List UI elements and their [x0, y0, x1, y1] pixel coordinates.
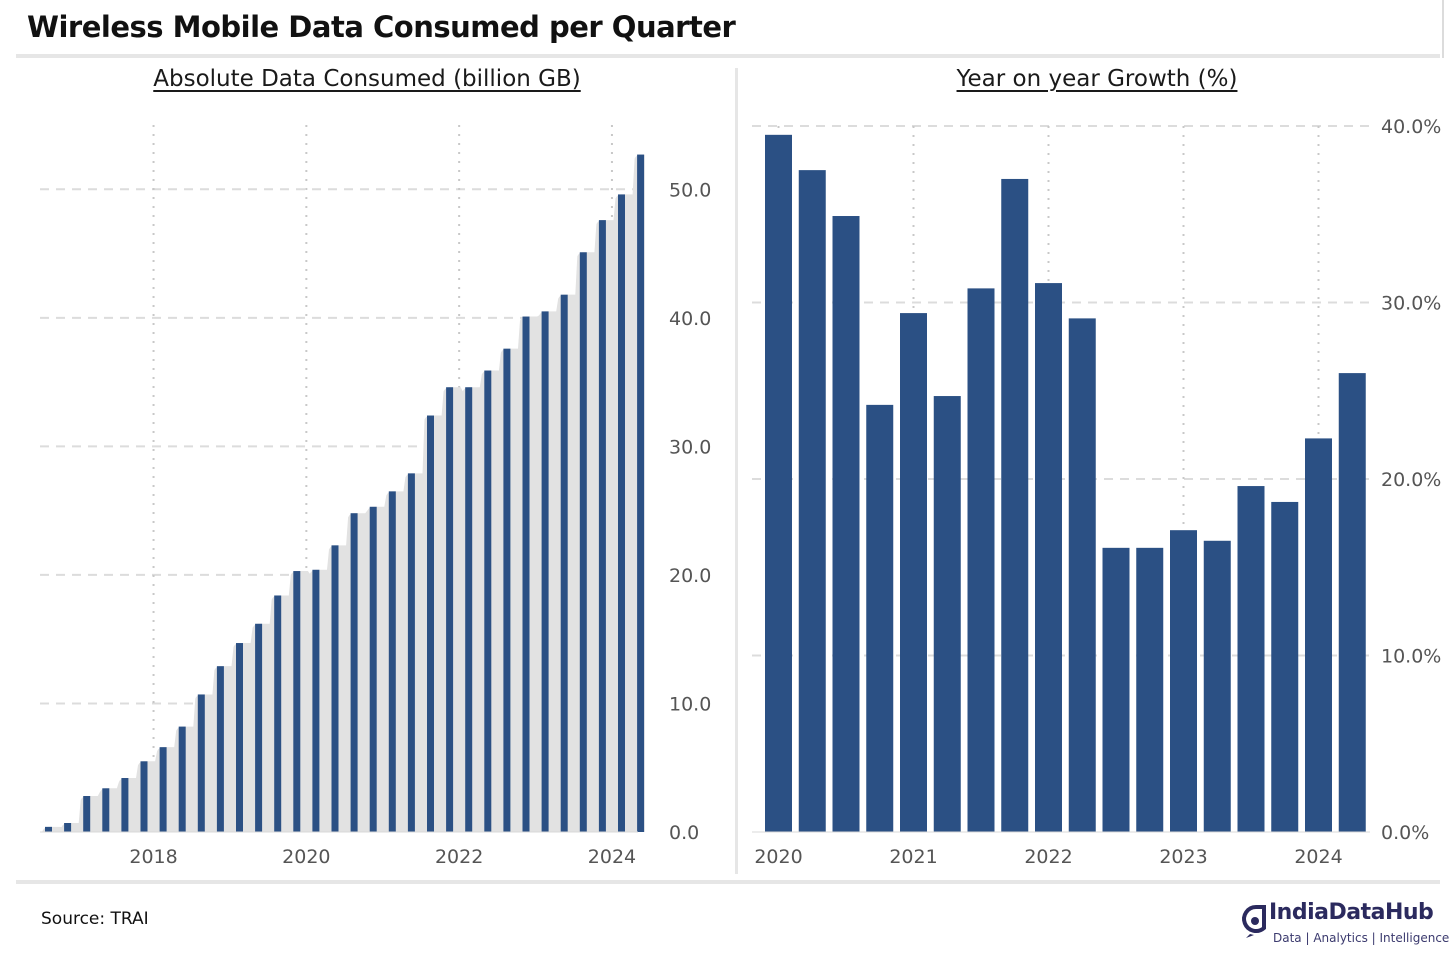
right-rule: [1442, 0, 1444, 58]
bar: [900, 313, 927, 833]
bottom-rule: [16, 880, 1440, 884]
x-tick-label: 2020: [282, 846, 330, 868]
bar: [637, 154, 645, 833]
bar: [798, 170, 826, 832]
bar: [1102, 547, 1130, 832]
bar: [293, 571, 301, 832]
bar: [522, 316, 530, 832]
bar: [598, 220, 606, 832]
y-tick-label: 30.0: [669, 436, 711, 458]
bar: [312, 569, 320, 832]
bar: [541, 311, 549, 833]
source-note: Source: TRAI: [41, 909, 149, 929]
bar: [121, 778, 129, 832]
top-rule: [16, 54, 1440, 58]
bar: [236, 643, 243, 832]
bar: [255, 623, 263, 832]
bar: [388, 491, 396, 832]
bar: [407, 473, 415, 832]
y-tick-label: 20.0: [669, 565, 711, 587]
bar: [45, 826, 52, 832]
yoy-growth-chart: 0.0% 10.0% 20.0% 30.0% 40.0% 2020 2021 2022 2023…: [752, 116, 1441, 868]
page-title: Wireless Mobile Data Consumed per Quarte…: [27, 10, 736, 44]
x-tick-label: 2024: [588, 846, 636, 868]
bar: [64, 823, 72, 832]
bar: [933, 396, 961, 832]
background-area: [42, 154, 652, 833]
x-tick-label: 2022: [1024, 846, 1072, 868]
bar: [1237, 486, 1265, 832]
bar: [274, 595, 282, 832]
absolute-data-chart: 0.0 10.0 20.0 30.0 40.0 50.0 2018 2020 2022 2024: [40, 125, 711, 868]
bar: [1271, 501, 1299, 832]
y-tick-label: 50.0: [669, 179, 711, 201]
logo-mark-icon: [1242, 905, 1266, 938]
x-tick-label: 2018: [129, 846, 177, 868]
bar: [140, 761, 148, 832]
x-tick-label: 2023: [1159, 846, 1207, 868]
y-tick-label: 10.0: [669, 693, 711, 715]
right-chart-title: Year on year Growth (%): [956, 66, 1238, 92]
bar: [159, 747, 167, 832]
left-chart-title: Absolute Data Consumed (billion GB): [153, 66, 581, 92]
bar: [1170, 530, 1197, 832]
y-tick-label: 30.0%: [1381, 293, 1441, 315]
logo-tagline: Data | Analytics | Intelligence: [1273, 931, 1450, 945]
bar: [503, 348, 511, 832]
bar: [446, 387, 454, 832]
bar: [1136, 547, 1164, 832]
logo-name: IndiaDataHub: [1269, 900, 1434, 925]
bar: [102, 788, 110, 832]
brand-logo[interactable]: IndiaDataHub Data | Analytics | Intellig…: [1240, 900, 1450, 950]
bar: [1203, 540, 1231, 832]
bar: [1338, 373, 1366, 832]
bar: [560, 294, 568, 832]
y-tick-label: 20.0%: [1381, 469, 1441, 491]
bar: [967, 288, 995, 832]
bar: [178, 726, 186, 832]
bar: [331, 545, 339, 832]
bar: [369, 506, 377, 832]
bar: [618, 194, 625, 832]
y-tick-label: 0.0%: [1381, 822, 1429, 844]
x-tick-label: 2024: [1294, 846, 1342, 868]
bar: [465, 387, 473, 832]
y-tick-label: 40.0: [669, 308, 711, 330]
bar: [1001, 178, 1029, 832]
bar: [1068, 318, 1096, 832]
panel-divider: [735, 68, 738, 874]
bar: [484, 370, 492, 832]
bar: [579, 252, 587, 832]
y-tick-label: 10.0%: [1381, 646, 1441, 668]
bar: [350, 513, 358, 832]
bar: [216, 666, 224, 832]
bar: [832, 216, 860, 832]
bar: [765, 134, 792, 832]
bar: [83, 796, 91, 832]
bar: [1305, 438, 1332, 832]
x-tick-label: 2021: [889, 846, 937, 868]
bar: [1035, 283, 1062, 833]
bar: [197, 694, 205, 832]
y-tick-label: 40.0%: [1381, 116, 1441, 138]
x-tick-label: 2020: [754, 846, 802, 868]
bar: [866, 404, 894, 832]
y-tick-label: 0.0: [669, 822, 699, 844]
x-tick-label: 2022: [435, 846, 483, 868]
bar: [427, 415, 434, 832]
